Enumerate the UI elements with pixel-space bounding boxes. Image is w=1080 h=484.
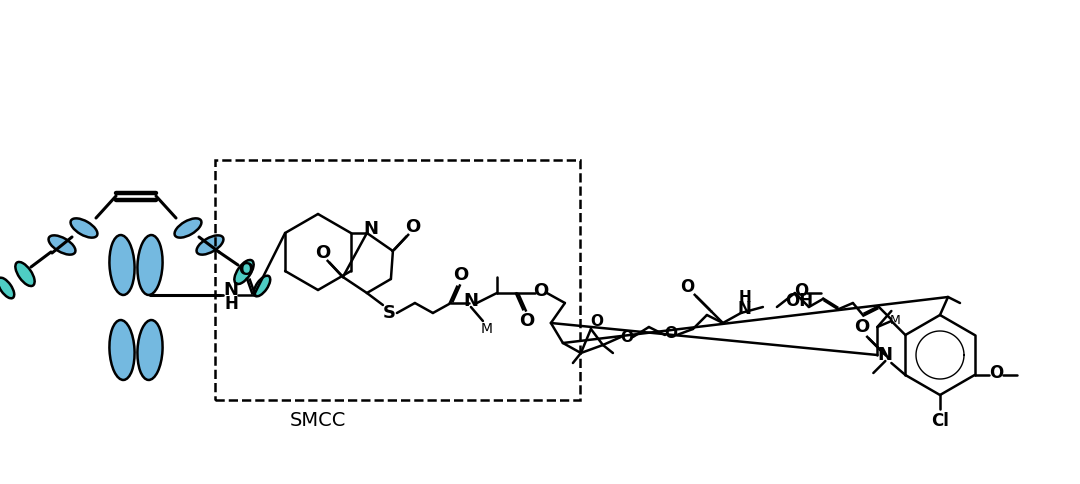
- Ellipse shape: [0, 278, 14, 298]
- Ellipse shape: [109, 320, 135, 380]
- Text: O: O: [794, 282, 808, 300]
- Ellipse shape: [70, 218, 97, 238]
- Text: O: O: [454, 266, 469, 284]
- Text: O: O: [405, 218, 420, 236]
- Ellipse shape: [49, 235, 76, 255]
- Text: S: S: [382, 304, 395, 322]
- Bar: [215, 160, 580, 400]
- Ellipse shape: [137, 320, 163, 380]
- Text: O: O: [519, 312, 535, 330]
- Text: O: O: [591, 314, 604, 329]
- Text: O: O: [620, 330, 633, 345]
- Text: N: N: [224, 281, 239, 299]
- Text: H: H: [739, 289, 752, 304]
- Ellipse shape: [234, 260, 254, 284]
- Text: H: H: [224, 295, 238, 313]
- Text: Cl: Cl: [931, 412, 949, 430]
- Ellipse shape: [137, 235, 163, 295]
- Text: O: O: [679, 278, 694, 296]
- Text: M: M: [890, 315, 901, 328]
- Text: O: O: [534, 282, 549, 300]
- Ellipse shape: [15, 262, 35, 286]
- Text: N: N: [738, 300, 752, 318]
- Text: O: O: [664, 326, 677, 341]
- Ellipse shape: [175, 218, 202, 238]
- Ellipse shape: [109, 235, 135, 295]
- Text: O: O: [239, 261, 254, 279]
- Text: N: N: [363, 220, 378, 238]
- Text: N: N: [463, 292, 478, 310]
- Ellipse shape: [197, 235, 224, 255]
- Text: O: O: [853, 318, 869, 336]
- Ellipse shape: [254, 276, 270, 296]
- Text: O: O: [989, 364, 1003, 382]
- Text: O: O: [315, 244, 330, 262]
- Text: SMCC: SMCC: [289, 410, 347, 429]
- Text: N: N: [878, 346, 893, 364]
- Text: OH: OH: [785, 292, 813, 310]
- Text: M: M: [481, 322, 492, 336]
